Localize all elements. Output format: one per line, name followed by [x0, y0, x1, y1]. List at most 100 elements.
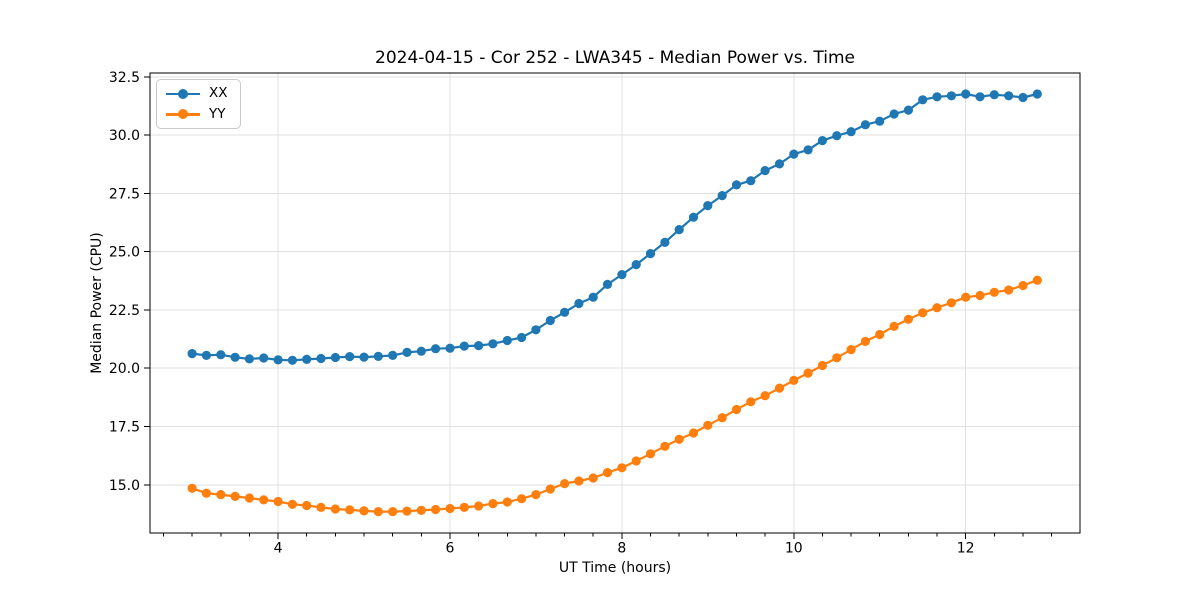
xx-marker: [545, 315, 555, 326]
y-tick-label: 17.5: [109, 420, 140, 436]
yy-marker: [660, 441, 670, 451]
xx-marker: [602, 279, 613, 289]
xx-marker: [502, 335, 512, 346]
yy-marker: [774, 383, 785, 393]
yy-marker: [201, 488, 211, 498]
yy-marker: [488, 499, 498, 509]
legend-swatch-xx-icon: [166, 88, 200, 100]
xx-marker: [302, 354, 312, 364]
legend-entry-yy: YY: [166, 105, 228, 122]
yy-marker: [545, 484, 555, 494]
xx-marker: [645, 249, 656, 259]
xx-marker: [688, 212, 699, 222]
xx-marker: [459, 341, 469, 351]
xx-marker: [932, 92, 942, 102]
yy-marker: [602, 468, 613, 478]
yy-marker: [731, 404, 742, 415]
xx-marker: [989, 90, 999, 100]
xx-marker: [903, 105, 914, 115]
chart-title: 2024-04-15 - Cor 252 - LWA345 - Median P…: [375, 48, 855, 68]
x-tick-label: 8: [617, 541, 626, 557]
xx-marker: [316, 353, 326, 364]
legend-label-yy: YY: [209, 105, 226, 122]
yy-marker: [932, 303, 942, 313]
xx-marker: [416, 346, 426, 356]
xx-marker: [560, 307, 570, 317]
yy-series-line: [191, 279, 1039, 513]
yy-marker: [330, 504, 340, 514]
yy-marker: [588, 473, 598, 483]
xx-marker: [216, 350, 226, 360]
yy-marker: [832, 353, 842, 363]
y-tick-label: 25.0: [109, 245, 140, 261]
y-tick-label: 32.5: [109, 70, 140, 86]
yy-marker: [287, 499, 297, 509]
xx-marker: [1018, 92, 1028, 103]
axes-spines: [149, 72, 1081, 534]
yy-marker: [302, 500, 312, 511]
xx-marker: [889, 109, 899, 119]
xx-marker: [918, 95, 928, 105]
xx-marker: [1004, 91, 1014, 101]
yy-marker: [187, 483, 197, 493]
x-axis-label: UT Time (hours): [558, 560, 672, 576]
xx-marker: [674, 225, 684, 235]
xx-marker: [273, 355, 283, 365]
yy-marker: [502, 497, 512, 507]
xx-marker: [402, 347, 412, 357]
yy-marker: [975, 290, 985, 301]
xx-marker: [345, 352, 355, 362]
xx-marker: [259, 353, 269, 363]
yy-marker: [1004, 285, 1014, 295]
yy-marker: [244, 493, 254, 503]
xx-marker: [588, 292, 598, 302]
yy-marker: [889, 321, 899, 331]
xx-marker: [445, 343, 455, 353]
yy-marker: [230, 491, 240, 501]
xx-marker: [717, 191, 727, 201]
yy-marker: [803, 368, 813, 378]
yy-marker: [746, 397, 756, 407]
yy-marker: [760, 391, 770, 401]
xx-marker: [388, 350, 398, 360]
yy-marker: [903, 314, 914, 324]
xx-marker: [474, 341, 484, 351]
xx-marker: [201, 350, 211, 360]
xx-marker: [488, 339, 498, 349]
xx-marker: [517, 332, 527, 343]
xx-marker: [703, 201, 713, 211]
legend-swatch-yy-icon: [166, 108, 200, 120]
yy-marker: [789, 375, 799, 385]
yy-marker: [273, 496, 283, 507]
xx-marker: [789, 149, 799, 159]
xx-marker: [230, 352, 240, 362]
yy-marker: [431, 504, 441, 515]
yy-marker: [474, 501, 484, 511]
yy-marker: [416, 505, 426, 515]
xx-marker: [660, 237, 670, 247]
legend: XX YY: [156, 79, 241, 129]
yy-marker: [631, 456, 641, 466]
xx-marker: [330, 352, 340, 363]
xx-marker: [373, 351, 383, 361]
yy-marker: [703, 420, 713, 430]
yy-marker: [517, 494, 527, 504]
yy-marker: [674, 434, 684, 444]
yy-marker: [846, 345, 856, 355]
xx-marker: [803, 145, 813, 155]
y-tick-label: 30.0: [109, 128, 140, 144]
xx-marker: [946, 91, 957, 101]
yy-marker: [989, 287, 999, 297]
xx-marker: [431, 344, 441, 354]
xx-marker: [860, 120, 871, 130]
xx-marker: [287, 355, 297, 365]
xx-marker: [244, 354, 254, 364]
x-tick-label: 12: [957, 541, 975, 557]
yy-marker: [316, 502, 326, 512]
yy-marker: [531, 490, 541, 500]
xx-marker: [746, 176, 756, 186]
xx-marker: [961, 89, 971, 99]
yy-marker: [617, 463, 627, 473]
yy-marker: [259, 495, 269, 505]
